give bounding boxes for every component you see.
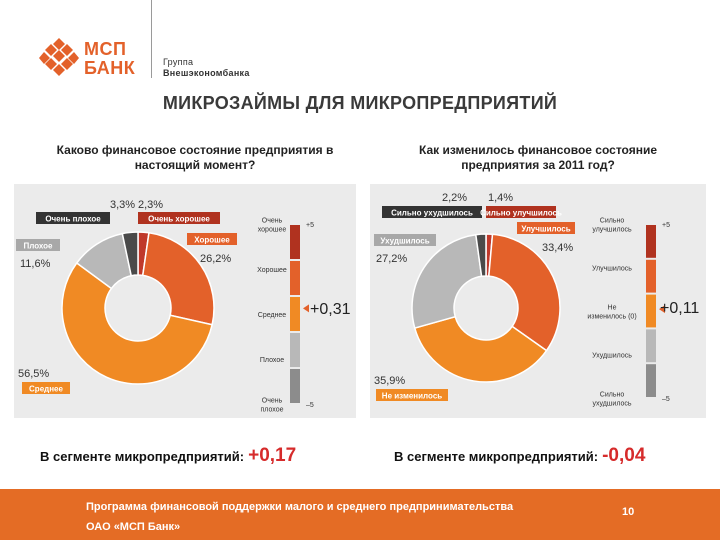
scale-tick-label-4: Очень — [262, 398, 283, 405]
label-box-medium — [22, 382, 70, 394]
label-very-bad: Очень плохое — [45, 215, 101, 224]
left-question-line-2: настоящий момент? — [134, 158, 256, 172]
left-segment-line: В сегменте микропредприятий: +0,17 — [40, 445, 296, 467]
page-number: 10 — [622, 506, 635, 518]
value-worse: 27,2% — [376, 253, 407, 265]
scale-tick-label-0: хорошее — [258, 227, 287, 234]
group-caption: Группа Внешэкономбанка — [163, 57, 250, 79]
scale-tick-label-4: плохое — [261, 407, 284, 414]
page-title: МИКРОЗАЙМЫ ДЛЯ МИКРОПРЕДПРИЯТИЙ — [162, 93, 558, 113]
label-box-good — [187, 233, 237, 245]
scale-tick-label-1: Улучшилось — [592, 266, 632, 273]
index-marker-icon — [659, 305, 665, 314]
left-segment-value: +0,17 — [248, 445, 297, 466]
scale-segment-2 — [646, 294, 656, 328]
value-much-better: 1,4% — [488, 192, 513, 204]
footer-company: ОАО «МСП Банк» — [86, 521, 181, 533]
scale-tick-label-3: Ухудшилось — [592, 353, 632, 360]
value-very-good: 2,3% — [138, 199, 163, 211]
scale-tick-label-0: улучшилось — [592, 227, 632, 234]
label-medium: Среднее — [29, 385, 63, 394]
msp-bank-logo-icon — [39, 38, 79, 76]
scale-max-label: +5 — [662, 222, 670, 229]
label-very-good: Очень хорошее — [148, 215, 210, 224]
donut-slice-2 — [413, 315, 548, 383]
label-much-better: Сильно улучшилось — [480, 209, 562, 218]
scale-tick-label-2: изменилось (0) — [587, 314, 636, 321]
right-segment-line: В сегменте микропредприятий: -0,04 — [394, 445, 645, 467]
donut-slice-1 — [141, 231, 215, 326]
scale-tick-label-0: Сильно — [600, 218, 625, 225]
value-good: 26,2% — [200, 253, 231, 265]
label-better: Улучшилось — [521, 225, 570, 234]
index-marker-icon — [303, 304, 309, 313]
footer-program: Программа финансовой поддержки малого и … — [86, 501, 514, 513]
value-medium: 56,5% — [18, 368, 49, 380]
label-worse: Ухудшилось — [380, 237, 429, 246]
label-box-very-bad — [36, 212, 110, 224]
label-much-worse: Сильно ухудшилось — [391, 209, 473, 218]
label-box-much-better — [486, 206, 556, 218]
scale-tick-label-0: Очень — [262, 218, 283, 225]
scale-min-label: –5 — [662, 396, 670, 403]
header-divider — [151, 0, 152, 78]
value-better: 33,4% — [542, 242, 573, 254]
right-segment-value: -0,04 — [602, 445, 646, 466]
logo-line-2: БАНК — [84, 58, 136, 78]
donut-slice-2 — [61, 261, 214, 385]
donut-slice-4 — [121, 231, 139, 277]
donut-slice-4 — [474, 233, 487, 278]
donut-slice-3 — [411, 233, 483, 329]
label-unchanged: Не изменилось — [382, 392, 442, 401]
scale-segment-1 — [646, 259, 656, 293]
scale-segment-0 — [290, 225, 300, 259]
left-segment-label: В сегменте микропредприятий: — [40, 449, 245, 464]
scale-tick-label-2: Не — [608, 305, 617, 312]
scale-min-label: –5 — [306, 402, 314, 409]
scale-segment-4 — [290, 369, 300, 403]
value-bad: 11,6% — [20, 258, 51, 270]
right-donut-chart: Сильно ухудшилось 2,2% Сильно улучшилось… — [374, 192, 699, 408]
logo-line-1: МСП — [84, 39, 127, 59]
scale-segment-0 — [646, 225, 656, 258]
scale-tick-label-4: ухудшилось — [592, 401, 631, 408]
donut-slice-1 — [487, 233, 561, 352]
scale-tick-label-2: Среднее — [258, 312, 287, 319]
label-box-much-worse — [382, 206, 482, 218]
right-question: Как изменилось финансовое состояние пред… — [368, 143, 708, 173]
scale-tick-label-4: Сильно — [600, 392, 625, 399]
label-bad: Плохое — [24, 242, 54, 251]
right-question-line-2: предприятия за 2011 год? — [461, 158, 615, 172]
label-box-bad — [16, 239, 60, 251]
scale-tick-label-1: Хорошее — [257, 267, 287, 274]
scale-segment-2 — [290, 297, 300, 331]
label-good: Хорошее — [194, 236, 230, 245]
left-index-value: +0,31 — [310, 301, 351, 318]
left-donut-chart: Очень плохое 3,3% Очень хорошее 2,3% Хор… — [16, 199, 351, 414]
label-box-very-good — [138, 212, 220, 224]
scale-segment-1 — [290, 261, 300, 295]
footer-bar: Программа финансовой поддержки малого и … — [0, 489, 720, 540]
group-line-2: Внешэкономбанка — [163, 68, 250, 78]
right-segment-label: В сегменте микропредприятий: — [394, 449, 599, 464]
scale-segment-4 — [646, 364, 656, 397]
value-much-worse: 2,2% — [442, 192, 467, 204]
scale-segment-3 — [290, 333, 300, 367]
right-index-value: +0,11 — [660, 300, 699, 317]
label-box-unchanged — [376, 389, 448, 401]
scale-tick-label-3: Плохое — [260, 357, 284, 364]
logo-wordmark: МСП БАНК — [84, 40, 135, 78]
right-question-line-1: Как изменилось финансовое состояние — [418, 143, 658, 157]
left-question-line-1: Каково финансовое состояние предприятия … — [56, 143, 334, 157]
scale-max-label: +5 — [306, 222, 314, 229]
value-very-bad: 3,3% — [110, 199, 135, 211]
group-line-1: Группа — [163, 57, 194, 67]
scale-segment-3 — [646, 329, 656, 363]
value-unchanged: 35,9% — [374, 375, 405, 387]
label-box-worse — [374, 234, 436, 246]
left-question: Каково финансовое состояние предприятия … — [20, 143, 370, 173]
label-box-better — [517, 222, 575, 234]
